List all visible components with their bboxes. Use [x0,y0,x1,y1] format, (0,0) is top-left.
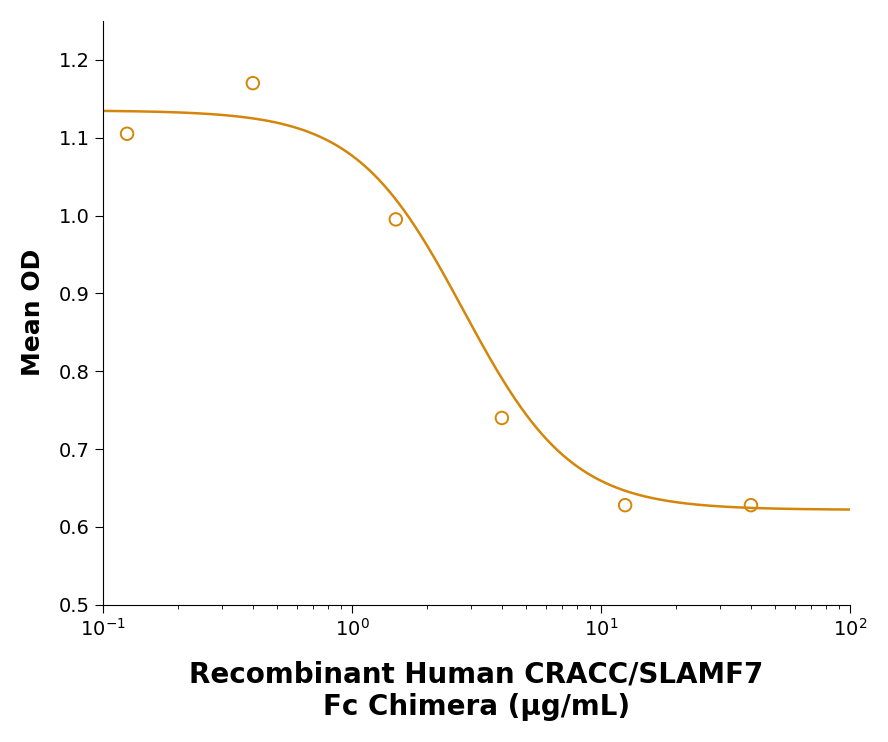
Point [246,77,260,89]
Point [495,412,509,424]
Point [389,214,403,226]
Point [618,499,632,511]
Point [120,128,134,139]
Y-axis label: Mean OD: Mean OD [20,249,44,376]
X-axis label: Recombinant Human CRACC/SLAMF7
Fc Chimera (μg/mL): Recombinant Human CRACC/SLAMF7 Fc Chimer… [189,661,764,721]
Point [744,499,758,511]
